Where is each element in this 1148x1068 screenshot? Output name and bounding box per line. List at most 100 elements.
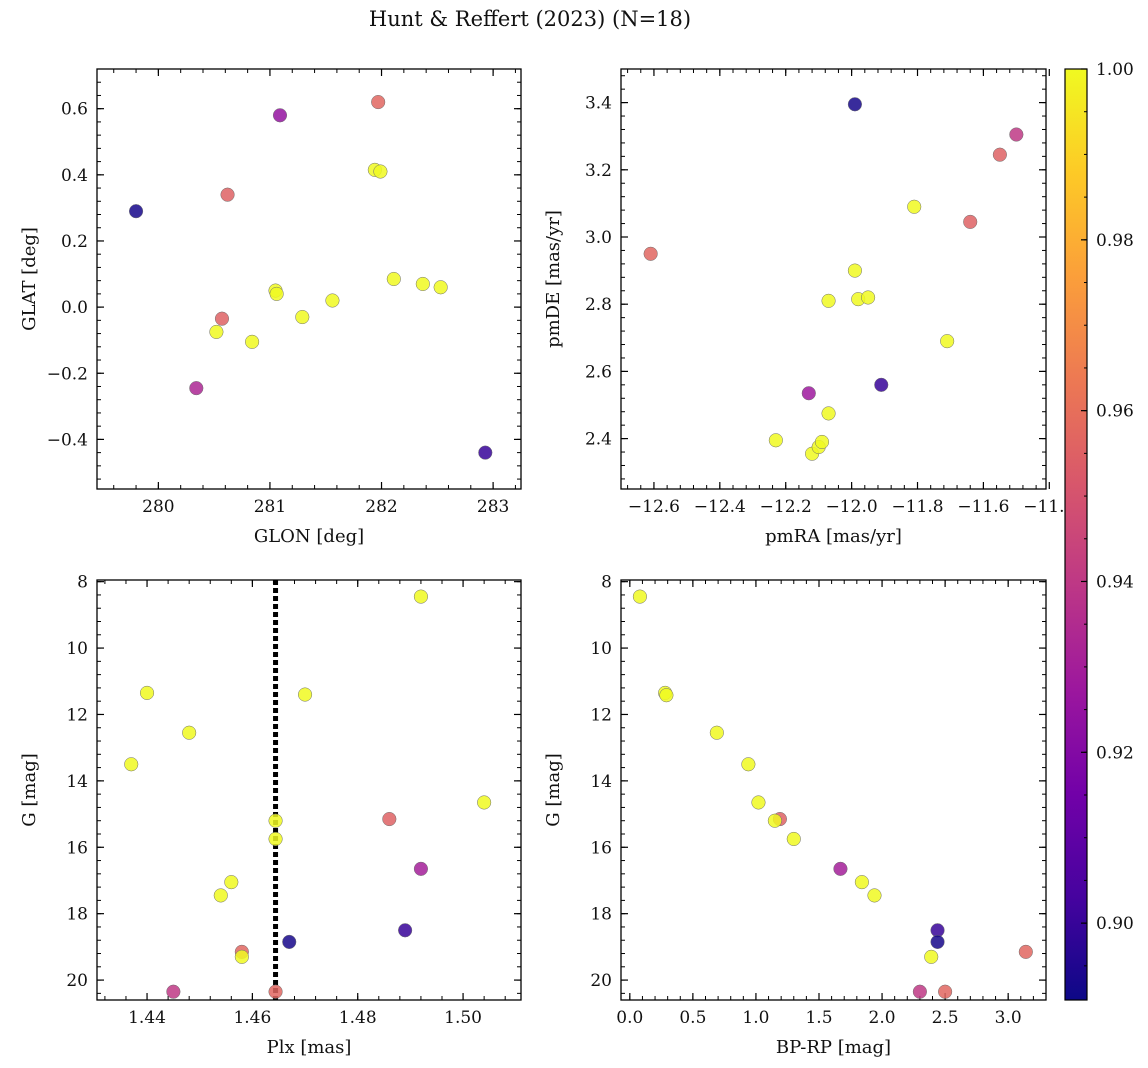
data-point — [768, 433, 783, 448]
y-tick-label: 18 — [66, 905, 88, 925]
colorbar-tick-label: 0.90 — [1096, 914, 1134, 934]
data-point — [643, 246, 658, 261]
y-tick-label: 16 — [590, 838, 612, 858]
data-point — [709, 725, 724, 740]
data-point — [415, 276, 430, 292]
data-point — [477, 795, 492, 810]
data-point — [861, 290, 876, 305]
data-point — [801, 386, 816, 401]
y-tick-label: 3.0 — [585, 228, 612, 248]
panel-pmra-pmde: −12.6 −12.4 −12.2 −12.0 −11.8 −11.6 −11.4 2.4 2.… — [543, 68, 1075, 547]
figure-title: Hunt & Reffert (2023) (N=18) — [369, 7, 691, 31]
y-tick-label: 14 — [66, 772, 88, 792]
x-tick-label: 0.5 — [679, 1008, 706, 1028]
data-point — [912, 984, 927, 999]
x-tick-label: −12.0 — [826, 497, 878, 517]
data-point — [124, 757, 139, 772]
data-point — [373, 164, 388, 179]
data-point — [867, 888, 882, 903]
data-point — [129, 204, 144, 219]
colorbar: 0.90 0.92 0.94 0.96 0.98 1.00 — [1064, 60, 1134, 1001]
y-tick-label: 12 — [66, 705, 88, 725]
y-tick-label: 0.0 — [61, 298, 88, 318]
data-point — [182, 725, 197, 740]
data-point — [659, 688, 674, 703]
data-point — [821, 293, 836, 308]
data-point — [433, 280, 448, 295]
y-tick-label: 10 — [66, 639, 88, 659]
data-point — [938, 984, 953, 999]
data-point — [220, 187, 235, 202]
y-tick-label: 14 — [590, 772, 612, 792]
y-axis-label: GLAT [deg] — [19, 227, 40, 331]
data-point — [413, 589, 428, 604]
x-tick-label: 283 — [477, 497, 509, 517]
data-point — [924, 949, 939, 964]
data-point — [297, 687, 313, 702]
data-point — [767, 813, 782, 828]
data-point — [269, 286, 284, 301]
y-tick-label: 0.2 — [61, 232, 88, 252]
y-tick-label: 16 — [66, 838, 88, 858]
y-tick-label: 20 — [66, 971, 88, 991]
x-tick-label: 2.0 — [869, 1008, 896, 1028]
data-point — [234, 949, 249, 964]
data-layer — [124, 580, 492, 1000]
data-point — [940, 334, 955, 349]
x-tick-label: −12.2 — [760, 497, 812, 517]
x-axis-label: BP-RP [mag] — [776, 1037, 891, 1058]
y-tick-label: 0.4 — [61, 166, 88, 186]
axes-frame — [96, 68, 522, 490]
axes-frame — [96, 579, 522, 1001]
data-point — [268, 831, 283, 847]
y-tick-label: 18 — [590, 905, 612, 925]
x-axis-label: Plx [mas] — [267, 1037, 352, 1058]
x-axis-label: pmRA [mas/yr] — [765, 526, 902, 547]
data-point — [930, 934, 945, 949]
data-point — [282, 934, 297, 949]
x-tick-label: 2.5 — [932, 1008, 959, 1028]
colorbar-tick-label: 0.96 — [1096, 402, 1134, 422]
axes-frame — [620, 579, 1047, 1001]
x-tick-label: −12.4 — [694, 497, 746, 517]
colorbar-tick-label: 0.94 — [1096, 572, 1134, 592]
data-point — [1009, 127, 1024, 142]
y-tick-label: 10 — [590, 639, 612, 659]
data-point — [854, 875, 869, 890]
y-tick-label: 8 — [601, 573, 612, 593]
x-axis-label: GLON [deg] — [254, 526, 364, 547]
y-tick-label: −0.2 — [47, 364, 88, 384]
y-axis-label: G [mag] — [19, 753, 40, 826]
x-tick-label: 280 — [142, 497, 174, 517]
data-point — [413, 861, 428, 876]
data-point — [398, 923, 413, 938]
colorbar-tick-label: 0.92 — [1096, 743, 1134, 763]
x-tick-label: 3.0 — [995, 1008, 1022, 1028]
data-point — [295, 309, 310, 325]
data-point — [874, 377, 889, 392]
y-tick-label: 20 — [590, 971, 612, 991]
x-tick-label: 1.44 — [128, 1008, 166, 1028]
colorbar-tick-label: 1.00 — [1096, 60, 1134, 80]
data-point — [213, 888, 228, 903]
x-tick-label: 0.0 — [616, 1008, 643, 1028]
data-point — [245, 334, 260, 349]
data-point — [209, 324, 224, 339]
y-tick-label: 2.4 — [585, 430, 612, 450]
colorbar-bar — [1064, 68, 1088, 1001]
data-point — [224, 875, 239, 890]
data-point — [268, 813, 283, 828]
y-tick-label: 8 — [77, 573, 88, 593]
data-point — [371, 95, 386, 110]
data-point — [386, 271, 401, 287]
panel-bprp-g: 0.0 0.5 1.0 1.5 2.0 2.5 3.0 8 10 12 14 16 18 20 BP-RP … — [543, 573, 1047, 1058]
data-point — [166, 984, 181, 999]
data-point — [478, 445, 493, 460]
axes-frame — [620, 68, 1047, 490]
x-tick-label: −11.4 — [1023, 497, 1075, 517]
x-tick-label: −11.6 — [957, 497, 1009, 517]
x-tick-label: −12.6 — [628, 497, 680, 517]
data-point — [268, 984, 283, 999]
data-point — [833, 861, 848, 876]
